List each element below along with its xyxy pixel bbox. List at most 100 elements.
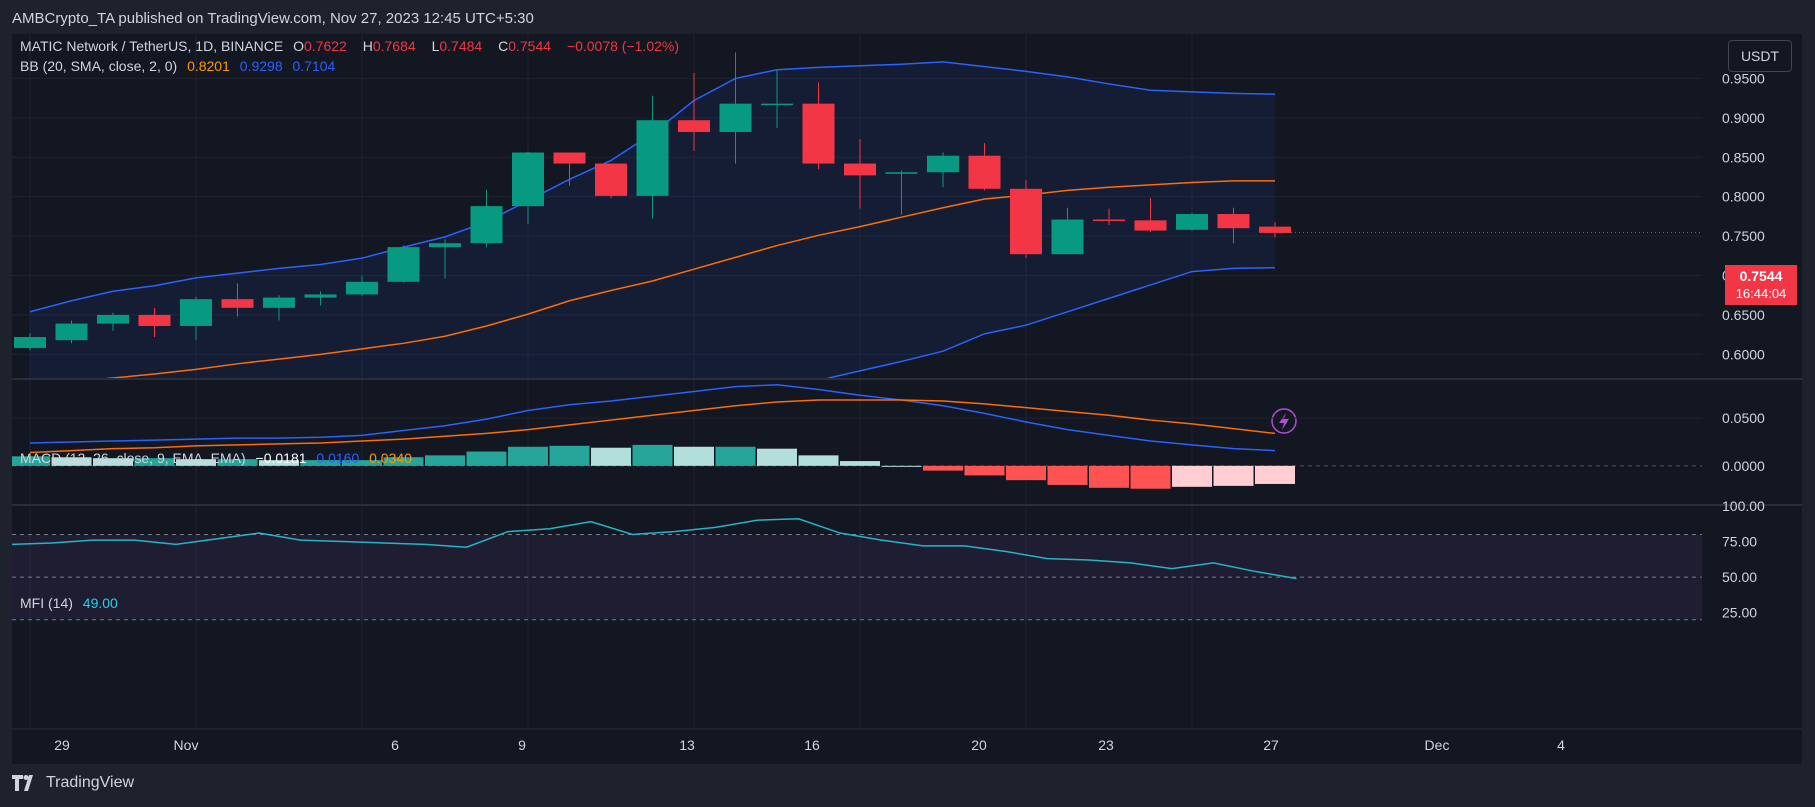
- macd-histogram-bar: [1172, 465, 1212, 487]
- candle: [470, 189, 503, 248]
- macd-histogram-bar: [715, 446, 756, 466]
- macd-histogram-bar: [798, 455, 839, 466]
- candle-body: [1134, 220, 1167, 231]
- macd-histogram-bar: [1255, 465, 1295, 484]
- candle-body: [221, 299, 254, 308]
- mfi-tick-label: 75.00: [1722, 534, 1757, 550]
- macd-histogram-bar: [632, 444, 673, 466]
- candle: [221, 283, 254, 317]
- macd-line: [29, 384, 1276, 452]
- candle: [138, 307, 171, 338]
- candle: [719, 52, 752, 164]
- low-value: 0.7484: [439, 38, 483, 54]
- candle: [512, 151, 544, 225]
- close-value: 0.7544: [508, 38, 552, 54]
- time-tick-label: 6: [391, 737, 399, 753]
- candle-body: [304, 294, 337, 298]
- macd-histogram-bar: [1213, 465, 1254, 486]
- macd-histogram-bar: [176, 459, 216, 466]
- bb-upper-value: 0.9298: [239, 58, 283, 74]
- change-value: −0.0078 (−1.02%): [566, 38, 680, 54]
- macd-histogram-bar: [12, 456, 50, 466]
- time-tick-label: Dec: [1425, 737, 1450, 753]
- candle: [97, 312, 129, 331]
- candle: [802, 82, 835, 170]
- candle: [346, 275, 378, 297]
- candle-body: [1259, 226, 1291, 233]
- price-tick-label: 0.9500: [1722, 70, 1765, 86]
- candle-body: [678, 120, 710, 133]
- grid-lines: [12, 34, 1802, 730]
- macd-histogram-bar: [549, 445, 590, 466]
- macd-histogram-bar: [1006, 465, 1046, 481]
- time-tick-label: 20: [971, 737, 987, 753]
- macd-legend: MACD (12, 26, close, 9, EMA, EMA) −0.018…: [20, 450, 418, 466]
- macd-label[interactable]: MACD (12, 26, close, 9, EMA, EMA): [20, 450, 246, 466]
- candle: [678, 72, 710, 151]
- bb-label[interactable]: BB (20, SMA, close, 2, 0): [20, 58, 178, 74]
- candle: [885, 170, 918, 215]
- price-tick-label: 0.6500: [1722, 307, 1765, 323]
- macd-histogram-bar: [300, 460, 341, 466]
- price-tick-label: 0.7500: [1722, 228, 1765, 244]
- last-price-value: 0.7544: [1739, 268, 1783, 284]
- macd-histogram-bar: [674, 446, 714, 466]
- footer-brand[interactable]: TradingView: [12, 774, 134, 792]
- candle-body: [263, 297, 295, 308]
- mfi-pane: [12, 518, 1702, 621]
- chart-canvas[interactable]: 0.95000.90000.85000.80000.75000.70000.65…: [12, 34, 1802, 764]
- macd-pane: [12, 384, 1702, 489]
- candle-body: [636, 120, 669, 196]
- time-tick-label: 9: [518, 737, 526, 753]
- symbol-label[interactable]: MATIC Network / TetherUS, 1D, BINANCE: [20, 38, 284, 54]
- mfi-line: [12, 518, 1297, 580]
- bb-lower-value: 0.7104: [292, 58, 336, 74]
- candle: [595, 163, 627, 199]
- mfi-label[interactable]: MFI (14): [20, 595, 73, 611]
- candle-body: [387, 247, 420, 282]
- open-label: O: [293, 38, 304, 54]
- candle: [553, 152, 586, 186]
- mfi-band-fill: [12, 534, 1702, 620]
- time-tick-label: Nov: [174, 737, 199, 753]
- time-tick-label: 16: [804, 737, 820, 753]
- macd-histogram-bar: [881, 465, 922, 467]
- lightning-icon-ring: [1271, 408, 1297, 434]
- candle-body: [97, 314, 129, 324]
- price-tick-label: 0.6000: [1722, 346, 1765, 362]
- candle: [1134, 198, 1167, 233]
- macd-histogram-bar: [508, 446, 548, 466]
- chart-frame: [12, 34, 1802, 764]
- candle-body: [595, 163, 627, 196]
- candle-body: [1093, 219, 1125, 222]
- last-price-tag: 0.7544 16:44:04: [1725, 265, 1797, 305]
- mfi-tick-label: 25.00: [1722, 605, 1757, 621]
- candle-body: [470, 206, 503, 244]
- macd-hist-value: −0.0181: [255, 450, 307, 466]
- candle-body: [719, 103, 752, 133]
- candle: [1093, 208, 1125, 226]
- footer-brand-label: TradingView: [46, 774, 135, 791]
- price-tick-label: 0.8500: [1722, 149, 1765, 165]
- candle-body: [1217, 214, 1250, 229]
- macd-histogram-bar: [342, 460, 382, 466]
- close-label: C: [498, 38, 509, 54]
- candle-body: [1051, 219, 1084, 255]
- publisher-line: AMBCrypto_TA published on TradingView.co…: [12, 10, 534, 27]
- candle: [304, 291, 337, 306]
- candle: [927, 152, 959, 188]
- candle: [1259, 221, 1291, 238]
- low-label: L: [431, 38, 440, 54]
- candle: [636, 95, 669, 219]
- candle: [429, 239, 461, 279]
- currency-button[interactable]: USDT: [1728, 40, 1792, 72]
- macd-histogram-bar: [923, 465, 963, 471]
- macd-histogram-bar: [757, 448, 797, 466]
- bb-basis-value: 0.8201: [187, 58, 230, 74]
- macd-histogram-bar: [1047, 465, 1088, 485]
- macd-histogram-bar: [425, 455, 465, 466]
- time-tick-label: 27: [1263, 737, 1279, 753]
- macd-histogram-bar: [840, 461, 880, 466]
- macd-histogram-bar: [964, 465, 1005, 476]
- price-legend: MATIC Network / TetherUS, 1D, BINANCE O 0…: [20, 38, 685, 54]
